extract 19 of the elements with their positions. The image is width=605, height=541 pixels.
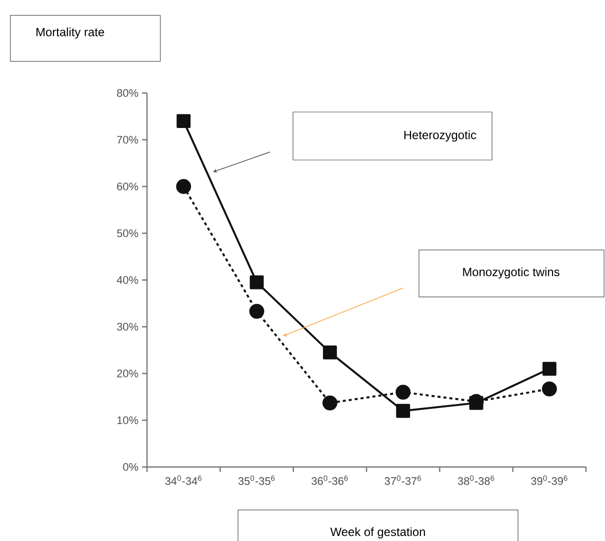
y-axis-title: Mortality rate xyxy=(36,28,104,39)
x-axis-title: Week of gestation xyxy=(330,527,425,538)
y-tick-label: 0% xyxy=(123,463,138,471)
annotation: Heterozygotic xyxy=(404,130,476,142)
y-tick-label: 80% xyxy=(117,89,138,97)
annotation: Monozygotic twins xyxy=(463,267,560,279)
x-tick-label: 34$^{0}$-34$^{6}$ xyxy=(165,475,202,485)
y-tick-label: 70% xyxy=(117,136,138,144)
x-tick-label: 35$^{0}$-35$^{6}$ xyxy=(238,475,275,485)
y-tick-label: 40% xyxy=(116,276,138,284)
x-tick-label: 37$^{0}$-37$^{6}$ xyxy=(384,475,422,485)
y-tick-label: 50% xyxy=(117,229,138,238)
y-tick-label: 30% xyxy=(116,322,138,331)
y-tick-label: 10% xyxy=(117,416,138,424)
y-tick-label: 60% xyxy=(117,182,138,190)
y-tick-label: 20% xyxy=(117,370,138,378)
x-tick-label: 38$^{0}$-38$^{6}$ xyxy=(458,475,494,485)
x-tick-label: 36$^{0}$-36$^{6}$ xyxy=(312,475,348,485)
x-tick-label: 39$^{0}$-39$^{6}$ xyxy=(531,475,568,485)
